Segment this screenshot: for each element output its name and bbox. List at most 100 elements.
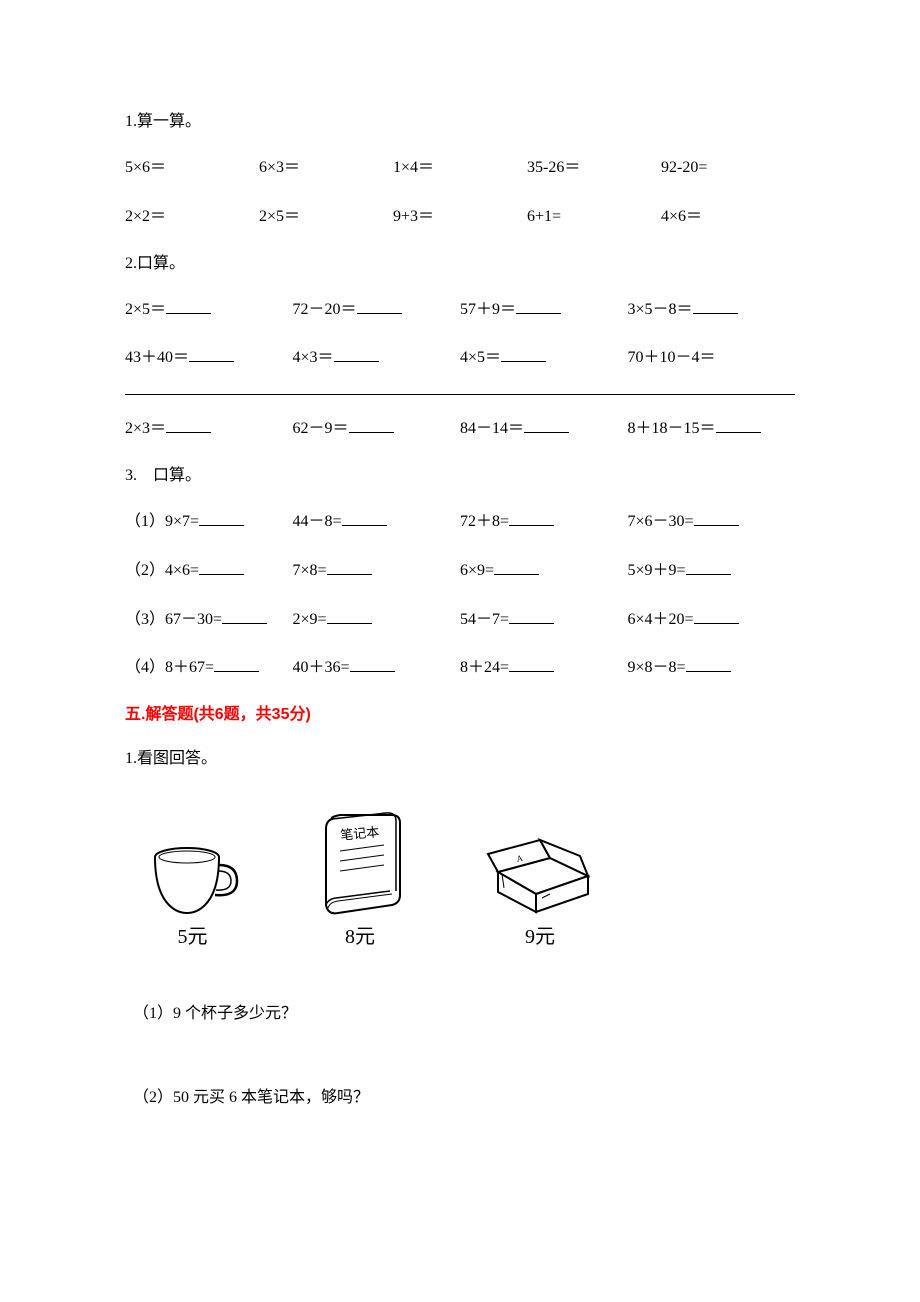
answer-blank xyxy=(166,298,211,314)
q3-r2-3: 6×9= xyxy=(460,557,628,586)
answer-blank xyxy=(350,656,395,672)
expr: 2×5＝ xyxy=(125,301,166,318)
expr: （3）67－30= xyxy=(125,611,222,628)
answer-blank xyxy=(199,510,244,526)
notebook-price: 8元 xyxy=(345,922,375,952)
answer-blank xyxy=(693,298,738,314)
expr: （4）8＋67= xyxy=(125,659,214,676)
answer-blank xyxy=(686,656,731,672)
q1-title: 1.算一算。 xyxy=(125,110,795,134)
q3-r1-2: 44－8= xyxy=(293,508,461,537)
answer-blank xyxy=(509,656,554,672)
expr: 8＋18－15＝ xyxy=(628,420,716,437)
q1-r1-5: 92-20= xyxy=(661,154,795,183)
expr: 4×5＝ xyxy=(460,349,501,366)
q1-r1-1: 5×6＝ xyxy=(125,154,259,183)
expr: 2×9= xyxy=(293,611,327,628)
q3-r3-4: 6×4＋20= xyxy=(628,606,796,635)
answer-blank xyxy=(686,559,731,575)
box-icon: A xyxy=(480,834,600,916)
q3-r4-4: 9×8－8= xyxy=(628,654,796,683)
q1-r2-1: 2×2＝ xyxy=(125,203,259,232)
q3-title: 3. 口算。 xyxy=(125,464,795,488)
expr: 72＋8= xyxy=(460,513,509,530)
q1-r2-5: 4×6＝ xyxy=(661,203,795,232)
expr: 9×8－8= xyxy=(628,659,686,676)
q3-r3-3: 54－7= xyxy=(460,606,628,635)
answer-blank xyxy=(222,608,267,624)
q2-row1: 2×5＝ 72－20＝ 57＋9＝ 3×5－8＝ xyxy=(125,296,795,325)
answer-blank xyxy=(189,346,234,362)
q2-r1-4: 3×5－8＝ xyxy=(628,296,796,325)
q3-r4-1: （4）8＋67= xyxy=(125,654,293,683)
answer-blank xyxy=(516,298,561,314)
q1-r2-4: 6+1= xyxy=(527,203,661,232)
q2-r3-1: 2×3＝ xyxy=(125,415,293,444)
q1-r2-2: 2×5＝ xyxy=(259,203,393,232)
q3-r3-1: （3）67－30= xyxy=(125,606,293,635)
q2-row3: 2×3＝ 62－9＝ 84－14＝ 8＋18－15＝ xyxy=(125,415,795,444)
expr: 3×5－8＝ xyxy=(628,301,693,318)
q3-r1-3: 72＋8= xyxy=(460,508,628,537)
answer-blank xyxy=(342,510,387,526)
expr: 70＋10－4＝ xyxy=(628,349,716,366)
answer-blank xyxy=(327,608,372,624)
q2-r2-4: 70＋10－4＝ xyxy=(628,344,796,373)
q2-r3-4: 8＋18－15＝ xyxy=(628,415,796,444)
q1-row2: 2×2＝ 2×5＝ 9+3＝ 6+1= 4×6＝ xyxy=(125,203,795,232)
expr: 8＋24= xyxy=(460,659,509,676)
q5-1-sub2: （2）50 元买 6 本笔记本，够吗？ xyxy=(133,1086,795,1110)
q3-row1: （1）9×7= 44－8= 72＋8= 7×6－30= xyxy=(125,508,795,537)
answer-blank xyxy=(494,559,539,575)
expr: 7×8= xyxy=(293,562,327,579)
answer-blank xyxy=(501,346,546,362)
q2-row2: 43＋40＝ 4×3＝ 4×5＝ 70＋10－4＝ xyxy=(125,344,795,373)
q3-r2-2: 7×8= xyxy=(293,557,461,586)
expr: 54－7= xyxy=(460,611,509,628)
expr: （1）9×7= xyxy=(125,513,199,530)
q3-row3: （3）67－30= 2×9= 54－7= 6×4＋20= xyxy=(125,606,795,635)
answer-blank xyxy=(694,510,739,526)
expr: 43＋40＝ xyxy=(125,349,189,366)
q2-r1-2: 72－20＝ xyxy=(293,296,461,325)
answer-blank xyxy=(334,346,379,362)
answer-blank xyxy=(524,417,569,433)
q1-r2-3: 9+3＝ xyxy=(393,203,527,232)
cup-icon xyxy=(145,841,240,916)
product-notebook: 笔记本 8元 xyxy=(310,811,410,952)
q3-r4-3: 8＋24= xyxy=(460,654,628,683)
q3-r1-4: 7×6－30= xyxy=(628,508,796,537)
q5-1-sub1: （1）9 个杯子多少元？ xyxy=(133,1002,795,1026)
section5-header: 五.解答题(共6题，共35分) xyxy=(125,703,795,727)
expr: 57＋9＝ xyxy=(460,301,516,318)
q1-r1-3: 1×4＝ xyxy=(393,154,527,183)
cup-price: 5元 xyxy=(178,922,208,952)
expr: 6×4＋20= xyxy=(628,611,694,628)
q2-r2-1: 43＋40＝ xyxy=(125,344,293,373)
q3-r1-1: （1）9×7= xyxy=(125,508,293,537)
expr: 4×3＝ xyxy=(293,349,334,366)
answer-blank xyxy=(694,608,739,624)
q3-row2: （2）4×6= 7×8= 6×9= 5×9＋9= xyxy=(125,557,795,586)
expr: 6×9= xyxy=(460,562,494,579)
answer-blank-wrap xyxy=(125,379,795,395)
q3-r4-2: 40＋36= xyxy=(293,654,461,683)
q2-r2-2: 4×3＝ xyxy=(293,344,461,373)
product-box: A 9元 xyxy=(480,834,600,952)
q3-r2-4: 5×9＋9= xyxy=(628,557,796,586)
q2-r1-3: 57＋9＝ xyxy=(460,296,628,325)
product-cup: 5元 xyxy=(145,841,240,952)
answer-blank xyxy=(509,608,554,624)
q2-r2-3: 4×5＝ xyxy=(460,344,628,373)
q3-r2-1: （2）4×6= xyxy=(125,557,293,586)
answer-blank xyxy=(214,656,259,672)
q2-r1-1: 2×5＝ xyxy=(125,296,293,325)
q1-r1-4: 35-26＝ xyxy=(527,154,661,183)
q2-title: 2.口算。 xyxy=(125,252,795,276)
expr: 72－20＝ xyxy=(293,301,357,318)
answer-blank xyxy=(716,417,761,433)
expr: 84－14＝ xyxy=(460,420,524,437)
q3-row4: （4）8＋67= 40＋36= 8＋24= 9×8－8= xyxy=(125,654,795,683)
expr: 5×9＋9= xyxy=(628,562,686,579)
products-row: 5元 笔记本 8元 A 9元 xyxy=(145,811,795,952)
